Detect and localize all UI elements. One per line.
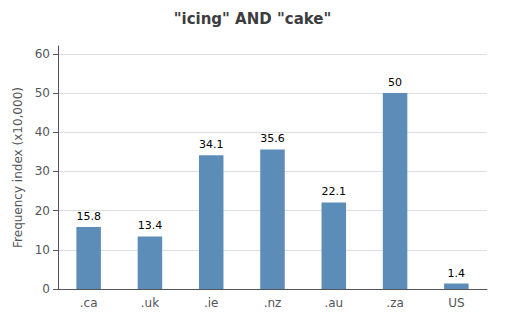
svg-text:50: 50 bbox=[35, 86, 50, 100]
svg-text:.nz: .nz bbox=[264, 296, 282, 310]
svg-text:13.4: 13.4 bbox=[138, 219, 163, 232]
svg-text:30: 30 bbox=[35, 164, 50, 178]
svg-text:.uk: .uk bbox=[141, 296, 159, 310]
svg-text:15.8: 15.8 bbox=[76, 210, 101, 223]
svg-text:.za: .za bbox=[386, 296, 403, 310]
svg-text:50: 50 bbox=[388, 76, 402, 89]
svg-text:"icing" AND "cake": "icing" AND "cake" bbox=[174, 10, 332, 28]
svg-text:.ca: .ca bbox=[80, 296, 98, 310]
svg-text:60: 60 bbox=[35, 47, 50, 61]
svg-text:22.1: 22.1 bbox=[322, 185, 347, 198]
svg-text:10: 10 bbox=[35, 243, 50, 257]
svg-text:0: 0 bbox=[42, 282, 50, 296]
svg-text:US: US bbox=[448, 296, 464, 310]
svg-text:1.4: 1.4 bbox=[448, 267, 466, 280]
svg-text:Frequency index (x10,000): Frequency index (x10,000) bbox=[11, 87, 25, 248]
svg-text:35.6: 35.6 bbox=[260, 132, 285, 145]
svg-text:.ie: .ie bbox=[204, 296, 219, 310]
svg-text:.au: .au bbox=[324, 296, 343, 310]
svg-text:40: 40 bbox=[35, 125, 50, 139]
svg-text:20: 20 bbox=[35, 204, 50, 218]
svg-text:34.1: 34.1 bbox=[199, 138, 224, 151]
